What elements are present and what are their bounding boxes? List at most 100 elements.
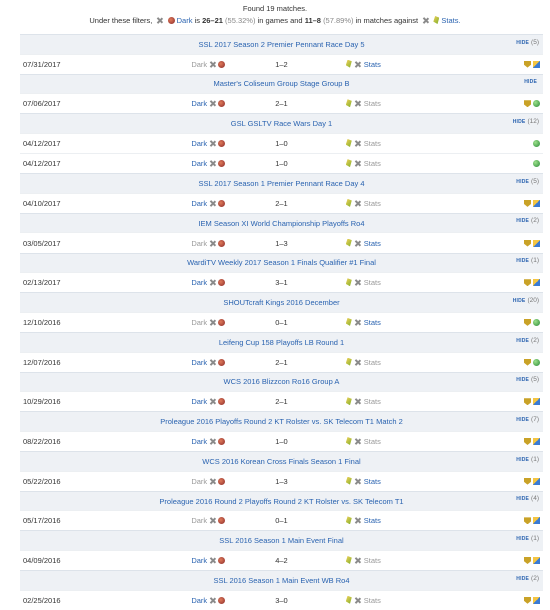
hide-button[interactable]: HIDE [516, 258, 530, 265]
event-link[interactable]: WCS 2016 Korean Cross Finals Season 1 Fi… [202, 456, 361, 466]
terran-race-icon [354, 200, 361, 207]
player-name[interactable]: Dark [191, 159, 208, 169]
event-link[interactable]: SSL 2016 Season 1 Main Event WB Ro4 [213, 575, 350, 585]
hide-button[interactable]: HIDE [512, 297, 526, 304]
event-link[interactable]: Master's Coliseum Group Stage Group B [213, 79, 350, 89]
hidden-count: (5) [531, 38, 539, 46]
player-name[interactable]: Dark [191, 595, 208, 605]
match-score: 1–3 [229, 232, 334, 254]
match-row: 12/07/2016 Dark 2–1 Stats [20, 351, 543, 373]
hide-button[interactable]: HIDE [516, 377, 530, 384]
hide-event-control[interactable]: HIDE (5) [516, 39, 539, 46]
terran-race-icon [209, 438, 216, 445]
player-name[interactable]: Dark [191, 317, 208, 327]
player-name[interactable]: Dark [191, 99, 208, 109]
matches-text: in matches against [355, 16, 419, 25]
hide-event-control[interactable]: HIDE (2) [516, 217, 539, 224]
opponent-name[interactable]: Stats [363, 357, 381, 367]
opponent-name[interactable]: Stats [363, 138, 381, 148]
terran-race-icon [209, 100, 216, 107]
opponent-name[interactable]: Stats [363, 99, 381, 109]
region-globe-icon [533, 100, 540, 108]
league-shield-icon [524, 398, 531, 406]
match-date: 04/12/2017 [20, 132, 125, 154]
games-percent: (55.32%) [225, 16, 256, 25]
match-row: 05/17/2016 Dark 0–1 Stats [20, 510, 543, 531]
protoss-race-icon [345, 238, 352, 247]
hide-button[interactable]: HIDE [516, 496, 530, 503]
match-icons [438, 132, 543, 154]
hide-event-control[interactable]: HIDE (12) [513, 118, 539, 125]
hide-button[interactable]: HIDE [516, 178, 530, 185]
player-link[interactable]: Dark [176, 16, 193, 25]
event-link[interactable]: WCS 2016 Blizzcon Ro16 Group A [223, 377, 340, 387]
player-name[interactable]: Dark [191, 198, 208, 208]
player-name[interactable]: Dark [191, 556, 208, 566]
hide-button[interactable]: HIDE [516, 456, 530, 463]
player-name[interactable]: Dark [191, 516, 208, 526]
hide-event-control[interactable]: HIDE (20) [513, 297, 539, 304]
opponent-stats-link[interactable]: Stats. [441, 16, 461, 25]
hide-event-control[interactable]: HIDE [524, 78, 539, 85]
event-link[interactable]: IEM Season XI World Championship Playoff… [198, 218, 365, 228]
hide-button[interactable]: HIDE [516, 39, 530, 46]
player-name[interactable]: Dark [191, 397, 208, 407]
hide-event-control[interactable]: HIDE (1) [516, 456, 539, 463]
zerg-race-icon [218, 139, 226, 147]
match-row: 07/31/2017 Dark 1–2 Stats [20, 53, 543, 75]
event-link[interactable]: Proleague 2016 Round 2 Playoffs Round 2 … [159, 496, 404, 506]
player-name[interactable]: Dark [191, 357, 208, 367]
hide-event-control[interactable]: HIDE (4) [516, 495, 539, 502]
hide-event-control[interactable]: HIDE (5) [516, 376, 539, 383]
opponent-name[interactable]: Stats [363, 198, 381, 208]
match-date: 07/06/2017 [20, 93, 125, 114]
player-name[interactable]: Dark [191, 59, 208, 69]
opponent-name[interactable]: Stats [363, 476, 381, 486]
league-shield-icon [524, 100, 531, 108]
opponent-name[interactable]: Stats [363, 159, 381, 169]
hide-event-control[interactable]: HIDE (2) [516, 575, 539, 582]
opponent-name[interactable]: Stats [363, 595, 381, 605]
player-name[interactable]: Dark [191, 436, 208, 446]
hide-button[interactable]: HIDE [516, 575, 530, 582]
match-date: 04/12/2017 [20, 153, 125, 174]
hide-button[interactable]: HIDE [516, 416, 530, 423]
event-link[interactable]: Proleague 2016 Playoffs Round 2 KT Rolst… [160, 417, 403, 427]
opponent-name[interactable]: Stats [363, 238, 381, 248]
hide-event-control[interactable]: HIDE (2) [516, 337, 539, 344]
opponent-name[interactable]: Stats [363, 278, 381, 288]
hide-event-control[interactable]: HIDE (1) [516, 535, 539, 542]
zerg-race-icon [218, 596, 226, 604]
hide-button[interactable]: HIDE [512, 118, 526, 125]
event-link[interactable]: SHOUTcraft Kings 2016 December [223, 298, 340, 308]
player-name[interactable]: Dark [191, 476, 208, 486]
terran-race-icon [354, 597, 361, 604]
event-link[interactable]: SSL 2017 Season 1 Premier Pennant Race D… [198, 179, 365, 188]
hide-event-control[interactable]: HIDE (5) [516, 178, 539, 185]
opponent-name[interactable]: Stats [363, 317, 381, 327]
event-link[interactable]: SSL 2016 Season 1 Main Event Final [219, 536, 344, 546]
event-tier-icon [533, 477, 540, 485]
hide-event-control[interactable]: HIDE (1) [516, 257, 539, 264]
hide-event-control[interactable]: HIDE (7) [516, 416, 539, 423]
event-link[interactable]: WardiTV Weekly 2017 Season 1 Finals Qual… [187, 258, 376, 268]
hide-button[interactable]: HIDE [524, 79, 537, 86]
event-link[interactable]: SSL 2017 Season 2 Premier Pennant Race D… [198, 39, 365, 49]
player-name[interactable]: Dark [191, 138, 208, 148]
opponent-name[interactable]: Stats [363, 516, 381, 526]
hide-button[interactable]: HIDE [516, 337, 530, 344]
player-name[interactable]: Dark [191, 238, 208, 248]
terran-race-icon [354, 240, 361, 247]
event-link[interactable]: Leifeng Cup 158 Playoffs LB Round 1 [218, 337, 345, 347]
event-link[interactable]: GSL GSLTV Race Wars Day 1 [230, 119, 333, 129]
hide-button[interactable]: HIDE [516, 535, 530, 542]
player-name[interactable]: Dark [191, 278, 208, 288]
opponent-name[interactable]: Stats [363, 436, 381, 446]
terran-race-icon [422, 17, 429, 24]
terran-race-icon [209, 478, 216, 485]
opponent-name[interactable]: Stats [363, 556, 381, 566]
match-icons [438, 549, 543, 571]
opponent-name[interactable]: Stats [363, 397, 381, 407]
hide-button[interactable]: HIDE [516, 218, 530, 225]
opponent-name[interactable]: Stats [363, 59, 381, 69]
